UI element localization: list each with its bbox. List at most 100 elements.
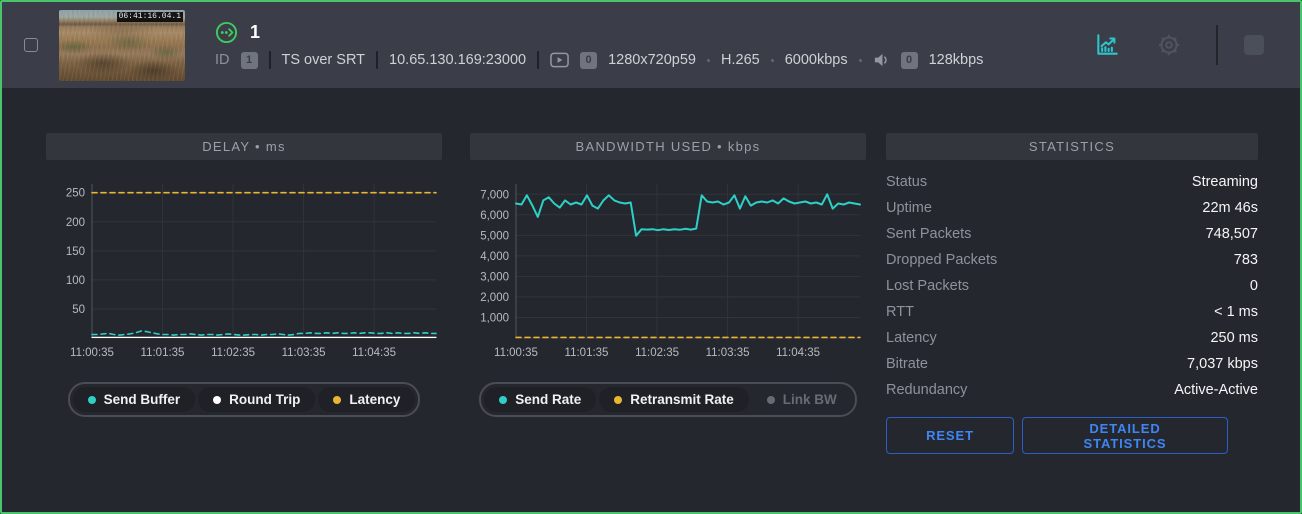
stat-row-uptime: Uptime 22m 46s (886, 195, 1258, 221)
audio-bitrate-label: 128kbps (928, 52, 984, 68)
y-tick-label: 3,000 (480, 271, 509, 283)
stat-row-lost-packets: Lost Packets 0 (886, 273, 1258, 299)
stop-button[interactable] (1244, 35, 1264, 55)
stat-row-redundancy: Redundancy Active-Active (886, 377, 1258, 403)
stat-label: Status (886, 174, 928, 190)
legend-label: Link BW (782, 392, 837, 407)
id-badge: 1 (240, 51, 258, 69)
legend-dot (87, 395, 96, 404)
y-tick-label: 1,000 (480, 312, 509, 324)
legend-item-send-rate[interactable]: Send Rate (484, 387, 597, 412)
video-track-count-badge: 0 (580, 51, 598, 69)
divider (376, 51, 379, 69)
y-tick-label: 200 (66, 217, 85, 229)
stat-row-latency: Latency 250 ms (886, 325, 1258, 351)
stream-title: 1 (250, 22, 261, 42)
audio-track-icon (873, 52, 890, 68)
detailed-statistics-button[interactable]: DETAILED STATISTICS (1022, 417, 1228, 454)
bandwidth-legend: Send Rate Retransmit Rate Link BW (479, 382, 857, 417)
divider (268, 51, 271, 69)
stat-label: Lost Packets (886, 278, 970, 294)
delay-panel-title: DELAY • ms (46, 133, 442, 160)
header-actions (1090, 25, 1278, 65)
legend-label: Latency (349, 392, 401, 407)
bandwidth-panel-title: BANDWIDTH USED • kbps (470, 133, 866, 160)
legend-label: Send Buffer (103, 392, 181, 407)
divider (537, 51, 540, 69)
y-tick-label: 50 (72, 304, 85, 316)
protocol-label: TS over SRT (281, 52, 366, 68)
audio-track-count-badge: 0 (900, 51, 918, 69)
stat-row-bitrate: Bitrate 7,037 kbps (886, 351, 1258, 377)
x-tick-label: 11:03:35 (282, 347, 326, 359)
stat-value: 250 ms (1210, 330, 1258, 346)
stat-value: 22m 46s (1202, 200, 1258, 216)
statistics-buttons: RESET DETAILED STATISTICS (886, 417, 1258, 454)
y-tick-label: 6,000 (480, 210, 509, 222)
dot-separator (707, 58, 711, 62)
x-tick-label: 11:00:35 (70, 347, 114, 359)
y-tick-label: 100 (66, 275, 85, 287)
series-send-buffer (91, 330, 437, 336)
bandwidth-chart: 1,000 2,000 3,000 4,000 5,000 6,000 7,000 11:00… (480, 184, 861, 359)
statistics-panel: STATISTICS Status Streaming Uptime 22m 46s S… (886, 133, 1258, 512)
legend-item-round-trip[interactable]: Round Trip (198, 387, 316, 412)
x-tick-label: 11:04:35 (776, 347, 820, 359)
dot-separator (770, 58, 774, 62)
x-tick-label: 11:04:35 (352, 347, 396, 359)
y-tick-label: 250 (66, 188, 85, 200)
video-bitrate-label: 6000kbps (784, 52, 848, 68)
id-label: ID (215, 52, 230, 68)
series-send-rate (515, 193, 861, 237)
stat-label: Redundancy (886, 382, 968, 398)
settings-gear-icon[interactable] (1152, 28, 1186, 62)
x-tick-label: 11:02:35 (211, 347, 255, 359)
video-thumbnail[interactable]: 06:41:16.04.1 (59, 9, 185, 81)
stat-value: Streaming (1191, 174, 1258, 190)
legend-item-link-bw[interactable]: Link BW (752, 387, 852, 412)
y-tick-label: 2,000 (480, 292, 509, 304)
statistics-chart-icon[interactable] (1090, 28, 1124, 62)
delay-legend: Send Buffer Round Trip Latency (67, 382, 421, 417)
legend-item-latency[interactable]: Latency (318, 387, 416, 412)
stat-label: Latency (886, 330, 937, 346)
x-tick-label: 11:01:35 (141, 347, 185, 359)
header-divider (1216, 25, 1218, 65)
stat-row-dropped-packets: Dropped Packets 783 (886, 247, 1258, 273)
stat-row-sent-packets: Sent Packets 748,507 (886, 221, 1258, 247)
select-checkbox[interactable] (24, 38, 38, 52)
legend-dot (333, 395, 342, 404)
stat-value: 7,037 kbps (1187, 356, 1258, 372)
delay-chart: 50 100 150 200 250 11:00:35 11:01:35 11:02:35 11… (66, 184, 437, 359)
y-tick-label: 7,000 (480, 189, 509, 201)
legend-dot (766, 395, 775, 404)
stat-label: Sent Packets (886, 226, 972, 242)
legend-item-retransmit-rate[interactable]: Retransmit Rate (599, 387, 749, 412)
streaming-status-icon (215, 21, 238, 44)
legend-dot (213, 395, 222, 404)
legend-item-send-buffer[interactable]: Send Buffer (72, 387, 196, 412)
resolution-label: 1280x720p59 (608, 52, 697, 68)
stat-label: Dropped Packets (886, 252, 998, 268)
stat-label: RTT (886, 304, 914, 320)
stat-label: Uptime (886, 200, 932, 216)
thumbnail-timecode: 06:41:16.04.1 (116, 11, 183, 22)
legend-dot (499, 395, 508, 404)
delay-panel: DELAY • ms 50 100 150 200 250 11:00:35 11:01:3… (46, 133, 442, 512)
stat-row-status: Status Streaming (886, 169, 1258, 195)
dot-separator (858, 58, 862, 62)
stream-address: 10.65.130.169:23000 (389, 52, 527, 68)
reset-button[interactable]: RESET (886, 417, 1014, 454)
statistics-panel-title: STATISTICS (886, 133, 1258, 160)
x-tick-label: 11:01:35 (565, 347, 609, 359)
stat-label: Bitrate (886, 356, 928, 372)
stat-value: 748,507 (1205, 226, 1258, 242)
stat-row-rtt: RTT < 1 ms (886, 299, 1258, 325)
stat-value: 0 (1249, 278, 1258, 294)
y-tick-label: 4,000 (480, 251, 509, 263)
stat-value: < 1 ms (1214, 304, 1258, 320)
statistics-rows: Status Streaming Uptime 22m 46s Sent Packets… (886, 169, 1258, 403)
legend-dot (614, 395, 623, 404)
y-tick-label: 5,000 (480, 230, 509, 242)
